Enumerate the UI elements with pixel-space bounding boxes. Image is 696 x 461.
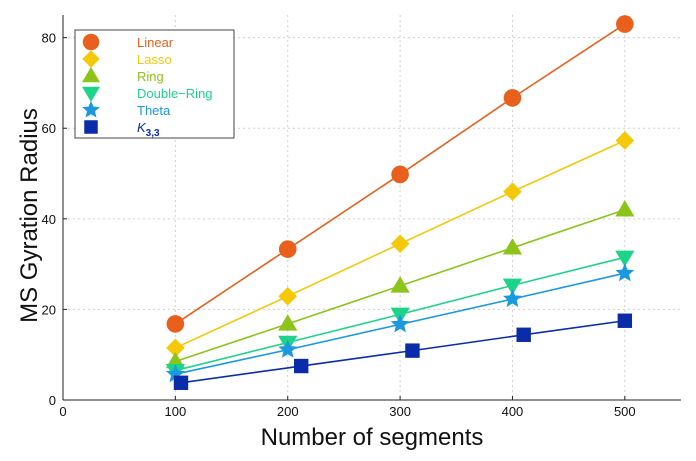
- data-point-marker: [516, 327, 531, 342]
- x-tick-label: 0: [59, 404, 66, 419]
- data-point-marker: [503, 289, 522, 308]
- tick-labels: 0 100 200 300 400 500 0 20 40 60 80: [42, 31, 636, 419]
- data-point-marker: [166, 315, 185, 333]
- legend-item: Double−Ring: [82, 86, 213, 102]
- data-point-marker: [390, 234, 410, 254]
- series-1: [166, 131, 635, 358]
- series-5: [173, 313, 633, 390]
- y-tick-label: 60: [42, 121, 56, 136]
- data-point-marker: [616, 15, 634, 33]
- y-tick-label: 20: [42, 302, 56, 317]
- legend-marker: [82, 86, 100, 102]
- data-point-marker: [278, 240, 297, 258]
- series-0: [166, 15, 634, 333]
- legend-label: K3,3: [137, 120, 160, 139]
- x-tick-label: 500: [614, 404, 636, 419]
- data-point-marker: [391, 165, 409, 184]
- legend-marker: [84, 120, 98, 134]
- legend-label-subscript: 3,3: [146, 128, 160, 139]
- data-point-marker: [503, 89, 522, 107]
- axes: [62, 15, 681, 401]
- data-point-marker: [615, 131, 635, 150]
- data-point-marker: [173, 375, 189, 390]
- data-point-marker: [617, 313, 633, 328]
- x-axis-title: Number of segments: [261, 424, 484, 451]
- legend-marker: [82, 100, 100, 118]
- y-tick-label: 80: [42, 31, 56, 46]
- legend-marker: [82, 33, 100, 51]
- legend: Linear Lasso Ring Double−Ring Theta K3,3: [74, 29, 235, 139]
- legend-label: Linear: [137, 35, 174, 50]
- series: [165, 15, 635, 390]
- legend-label-main: K: [137, 120, 147, 135]
- legend-marker: [82, 67, 100, 83]
- x-tick-label: 300: [389, 404, 411, 419]
- data-point-marker: [503, 182, 522, 201]
- x-tick-label: 200: [277, 404, 299, 419]
- legend-label: Theta: [137, 103, 171, 118]
- legend-item: Theta: [82, 100, 171, 118]
- data-point-marker: [278, 314, 298, 331]
- legend-label: Ring: [137, 69, 164, 84]
- data-point-marker: [615, 250, 635, 267]
- y-tick-label: 40: [42, 212, 56, 227]
- data-point-marker: [390, 314, 410, 333]
- legend-label: Lasso: [137, 52, 172, 67]
- legend-item: Ring: [82, 67, 164, 84]
- data-point-marker: [278, 286, 298, 306]
- legend-box: [74, 29, 235, 139]
- legend-label: Double−Ring: [137, 86, 213, 101]
- data-point-marker: [405, 343, 420, 358]
- data-point-marker: [502, 238, 523, 255]
- data-point-marker: [278, 339, 298, 358]
- data-point-marker: [390, 276, 410, 293]
- legend-item: K3,3: [84, 120, 160, 139]
- x-tick-label: 100: [165, 404, 187, 419]
- data-point-marker: [294, 358, 309, 374]
- data-point-marker: [615, 263, 635, 282]
- legend-marker: [82, 50, 100, 68]
- legend-item: Lasso: [82, 50, 172, 68]
- legend-item: Linear: [82, 33, 174, 51]
- data-point-marker: [166, 338, 185, 358]
- x-tick-label: 400: [502, 404, 524, 419]
- data-point-marker: [615, 200, 635, 217]
- y-tick-label: 0: [49, 393, 56, 408]
- data-point-marker: [502, 278, 523, 296]
- y-axis-title: MS Gyration Radius: [16, 108, 43, 323]
